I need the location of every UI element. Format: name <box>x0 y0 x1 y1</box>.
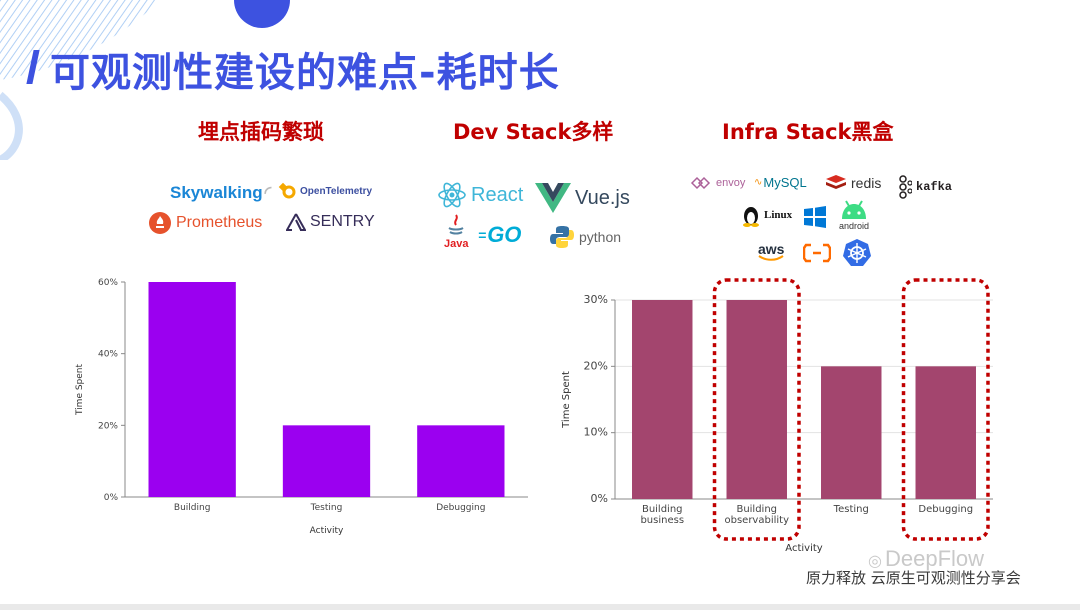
y-tick-label: 30% <box>584 293 608 306</box>
kubernetes-logo <box>842 238 872 268</box>
x-tick-label: Testing <box>310 503 343 513</box>
y-axis-label: Time Spent <box>75 363 85 416</box>
react-icon <box>438 182 466 208</box>
android-logo: android <box>838 199 870 231</box>
x-tick-label: observability <box>724 515 789 526</box>
deepflow-watermark: ◎ DeepFlow <box>868 546 985 571</box>
y-tick-label: 0% <box>104 493 119 503</box>
y-tick-label: 0% <box>591 492 608 505</box>
windows-icon <box>804 206 826 228</box>
java-logo: Java <box>444 214 468 250</box>
x-tick-label: Debugging <box>436 503 485 513</box>
highlight-box <box>901 278 990 541</box>
java-icon <box>448 214 464 235</box>
opentelemetry-icon <box>278 182 296 199</box>
page-title: 可观测性建设的难点-耗时长 <box>50 50 560 96</box>
y-tick-label: 20% <box>584 359 608 372</box>
python-icon <box>550 226 574 248</box>
corner-decoration <box>0 0 290 160</box>
highlight-box <box>712 278 801 541</box>
x-tick-label: Building <box>736 504 777 515</box>
x-tick-label: Testing <box>833 504 869 515</box>
bar-building <box>148 282 236 497</box>
mysql-logo: ∿ MySQL <box>754 175 807 190</box>
time-spent-chart-1: 0% 20% 40% 60% Building Testing Debugging Activ… <box>75 278 528 536</box>
footer-text: 原力释放 云原生可观测性分享会 <box>806 569 1021 587</box>
y-tick-label: 10% <box>584 426 608 439</box>
x-tick-label: business <box>640 515 684 526</box>
y-tick-label: 40% <box>98 350 118 360</box>
vuejs-icon <box>535 183 571 213</box>
kubernetes-icon <box>843 239 871 266</box>
linux-logo: Linux <box>742 203 792 227</box>
alibaba-cloud-logo <box>803 243 831 263</box>
kafka-icon <box>899 175 912 199</box>
bar-testing <box>821 366 882 499</box>
section-heading-dev-stack: Dev Stack多样 <box>453 120 614 144</box>
bar-building-observability <box>726 300 787 499</box>
aws-smile-icon <box>758 255 784 261</box>
sentry-icon <box>286 213 306 231</box>
y-tick-label: 60% <box>98 278 118 288</box>
go-logo: = GO <box>478 222 522 247</box>
bar-debugging <box>417 425 505 497</box>
time-spent-chart-2: 0%10%20%30%BuildingbusinessBuildingobser… <box>561 278 993 554</box>
vuejs-logo: Vue.js <box>535 183 630 213</box>
python-logo: python <box>549 224 621 250</box>
x-tick-label: Building <box>642 504 683 515</box>
react-logo: React <box>437 181 523 209</box>
x-axis-label: Activity <box>785 543 822 554</box>
bar-testing <box>282 425 371 497</box>
aws-logo: aws <box>758 242 784 261</box>
windows-logo <box>803 205 827 229</box>
alibaba-cloud-icon <box>803 243 831 263</box>
envoy-logo: envoy <box>690 176 745 190</box>
bar-building-business <box>632 300 693 499</box>
bar-debugging <box>915 366 976 499</box>
x-axis-label: Activity <box>310 526 344 536</box>
kafka-logo: kafka <box>898 175 952 199</box>
x-tick-label: Debugging <box>918 504 973 515</box>
y-tick-label: 20% <box>98 421 118 431</box>
bottom-divider <box>0 604 1080 610</box>
sentry-logo: SENTRY <box>286 213 375 231</box>
redis-icon <box>826 175 846 189</box>
envoy-icon <box>690 176 711 190</box>
x-tick-label: Building <box>174 503 211 513</box>
section-heading-instrumentation: 埋点插码繁琐 <box>198 120 324 144</box>
linux-tux-icon <box>743 207 759 227</box>
y-axis-label: Time Spent <box>561 371 572 429</box>
redis-logo: redis <box>825 174 881 192</box>
opentelemetry-logo: OpenTelemetry <box>278 182 372 200</box>
section-heading-infra-stack: Infra Stack黑盒 <box>722 120 894 144</box>
prometheus-logo: Prometheus <box>148 211 262 235</box>
android-icon <box>842 200 866 219</box>
skywalking-logo: Skywalking ◜ <box>170 183 272 202</box>
prometheus-icon <box>149 212 171 234</box>
